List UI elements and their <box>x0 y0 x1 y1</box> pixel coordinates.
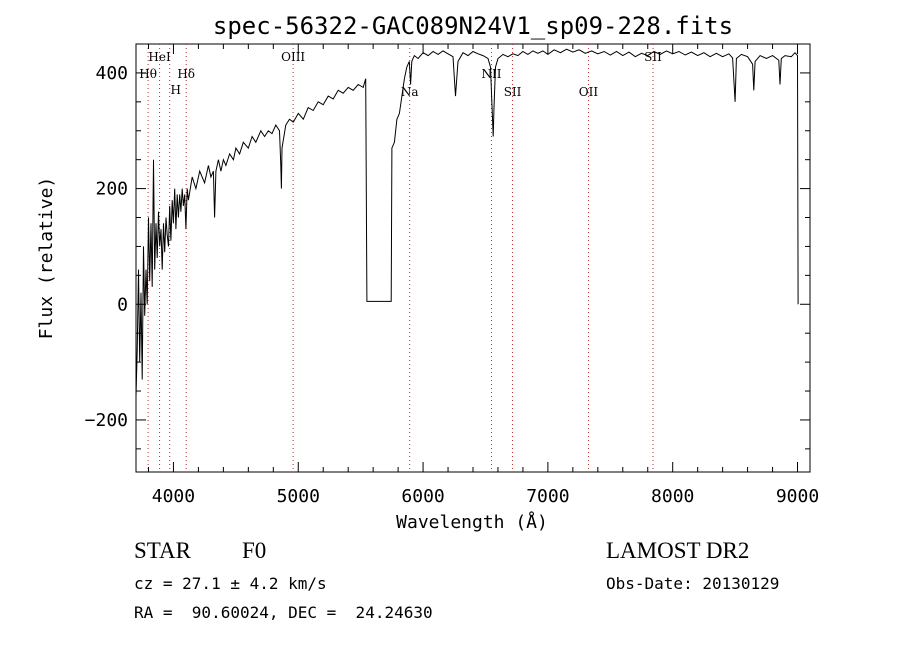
x-axis-label: Wavelength (Å) <box>396 511 548 533</box>
line-marker-label: H <box>170 83 180 97</box>
axis-ticks <box>136 43 810 472</box>
line-marker-label: Hθ <box>139 67 157 81</box>
line-marker-label: Hδ <box>177 67 195 81</box>
line-marker-label: Na <box>401 85 419 99</box>
line-marker-label: OIII <box>281 50 305 64</box>
y-tick-label: 200 <box>95 179 128 200</box>
spectrum-line <box>135 48 799 397</box>
line-marker-label: HeI <box>148 50 171 64</box>
object-subclass: F0 <box>242 538 267 563</box>
y-axis-label: Flux (relative) <box>36 177 57 340</box>
x-tick-label: 4000 <box>152 486 195 507</box>
y-tick-label: −200 <box>85 410 128 431</box>
x-tick-label: 6000 <box>401 486 444 507</box>
line-marker-label: NII <box>481 67 501 81</box>
object-class: STAR <box>134 538 191 563</box>
y-tick-label: 400 <box>95 63 128 84</box>
observation-date: Obs-Date: 20130129 <box>606 574 780 593</box>
survey-release: LAMOST DR2 <box>606 538 750 563</box>
chart-title: spec-56322-GAC089N24V1_sp09-228.fits <box>213 12 733 40</box>
x-tick-label: 8000 <box>651 486 694 507</box>
line-marker-label: SII <box>504 85 522 99</box>
coordinates: RA = 90.60024, DEC = 24.24630 <box>134 603 433 622</box>
redshift-velocity: cz = 27.1 ± 4.2 km/s <box>134 574 327 593</box>
x-tick-label: 7000 <box>526 486 569 507</box>
x-tick-label: 5000 <box>277 486 320 507</box>
line-marker-label: OII <box>579 85 599 99</box>
axis-tick-labels: 4000 5000 6000 7000 8000 9000 −200 0 200 400 <box>85 63 820 507</box>
y-tick-label: 0 <box>117 294 128 315</box>
x-tick-label: 9000 <box>776 486 819 507</box>
plot-frame <box>135 43 811 473</box>
